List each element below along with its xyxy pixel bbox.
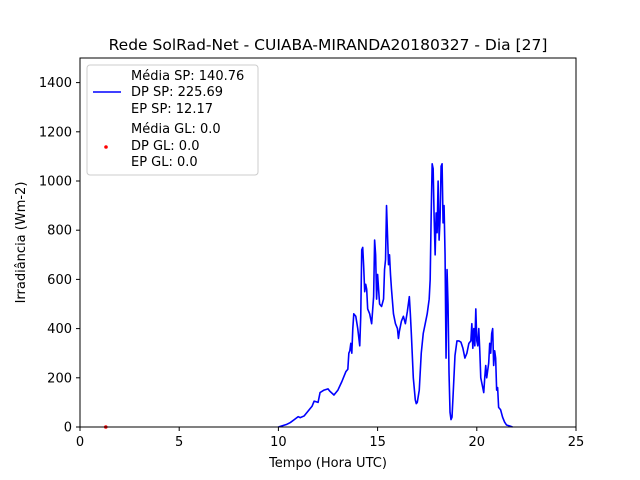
y-tick-label: 0 xyxy=(64,421,72,436)
legend-gl-sd: DP GL: 0.0 xyxy=(131,139,200,154)
sp-series-line xyxy=(278,162,513,428)
legend-sp-sd: DP SP: 225.69 xyxy=(131,85,223,100)
x-tick-label: 20 xyxy=(469,435,486,450)
plot-frame xyxy=(79,57,577,428)
legend-gl-se: EP GL: 0.0 xyxy=(131,155,198,170)
legend-sp-mean: Média SP: 140.76 xyxy=(131,69,244,84)
legend-box xyxy=(86,64,259,176)
x-tick-label: 10 xyxy=(270,435,287,450)
legend-sp-se: EP SP: 12.17 xyxy=(131,102,213,117)
y-axis-label: Irradiância (Wm-2) xyxy=(14,182,29,304)
x-tick-label: 5 xyxy=(175,435,183,450)
y-tick-label: 600 xyxy=(47,273,72,288)
chart-title: Rede SolRad-Net - CUIABA-MIRANDA20180327… xyxy=(109,36,548,54)
x-tick-label: 0 xyxy=(76,435,84,450)
y-tick-label: 1400 xyxy=(39,76,72,91)
y-tick-label: 1000 xyxy=(39,175,72,190)
axis-ticks: 0 5 10 15 20 25 0 200 400 600 800 1000 1200 1400 xyxy=(39,76,584,450)
legend: Média SP: 140.76 DP SP: 225.69 EP SP: 12… xyxy=(86,64,259,176)
y-tick-label: 200 xyxy=(47,371,72,386)
y-tick-label: 1200 xyxy=(39,125,72,140)
y-tick-label: 800 xyxy=(47,224,72,239)
x-tick-label: 15 xyxy=(369,435,386,450)
legend-gl-marker xyxy=(104,145,108,149)
legend-gl-mean: Média GL: 0.0 xyxy=(131,122,221,137)
y-tick-label: 400 xyxy=(47,322,72,337)
x-axis-label: Tempo (Hora UTC) xyxy=(268,456,387,471)
x-tick-label: 25 xyxy=(568,435,585,450)
